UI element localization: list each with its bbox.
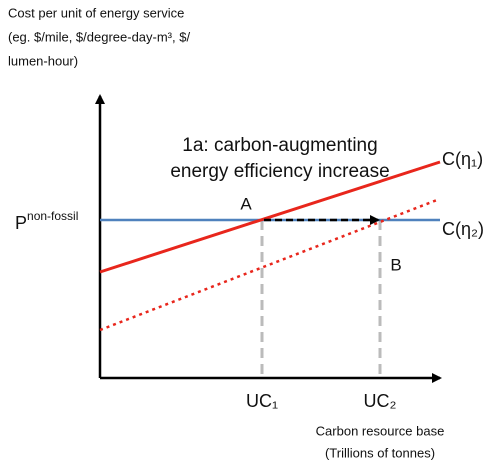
curve-2: [99, 198, 438, 332]
title: energy efficiency increase: [170, 161, 389, 182]
price-superscript: non-fossil: [27, 209, 78, 223]
x-axis-label: (Trillions of tonnes): [325, 445, 435, 460]
title: 1a: carbon-augmenting: [182, 135, 377, 156]
curve-label: C(η₁): [442, 149, 483, 169]
price-label: Pnon-fossil: [15, 209, 78, 233]
x-axis-label: Carbon resource base: [316, 423, 445, 438]
x-marker: UC₁: [246, 391, 278, 411]
curve-label: C(η₂): [442, 219, 484, 239]
y-axis-label: lumen-hour): [8, 53, 78, 68]
y-axis-label: (eg. $/mile, $/degree-day-m³, $/: [8, 29, 190, 44]
curve-1: [99, 160, 441, 274]
point-label: A: [240, 194, 252, 213]
point-label: B: [390, 255, 401, 274]
y-axis-label: Cost per unit of energy service: [8, 5, 184, 20]
x-marker: UC₂: [364, 391, 397, 411]
price-base: P: [15, 213, 27, 233]
